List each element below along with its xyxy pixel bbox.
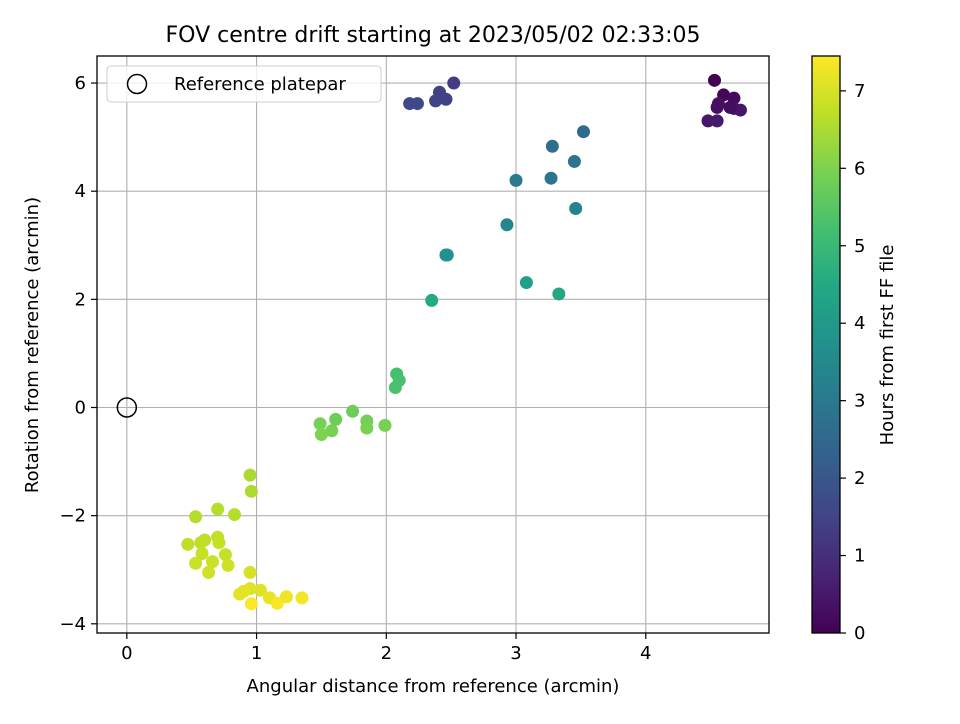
data-point bbox=[195, 547, 209, 561]
data-point bbox=[181, 537, 195, 551]
data-point bbox=[198, 533, 212, 547]
colorbar-tick-label: 7 bbox=[854, 81, 865, 102]
data-point bbox=[346, 404, 360, 418]
colorbar-tick-label: 2 bbox=[854, 468, 865, 489]
y-tick-label: 4 bbox=[75, 181, 86, 202]
data-point bbox=[233, 587, 247, 601]
y-tick-label: 6 bbox=[75, 73, 86, 94]
x-tick-label: 3 bbox=[510, 643, 521, 664]
data-point bbox=[708, 73, 722, 87]
data-point bbox=[313, 417, 327, 431]
reference-marker-layer bbox=[116, 397, 138, 418]
colorbar-tick-label: 6 bbox=[854, 158, 865, 179]
colorbar-tick-label: 3 bbox=[854, 391, 865, 412]
data-point bbox=[270, 596, 284, 610]
y-tick-label: 2 bbox=[75, 289, 86, 310]
data-point bbox=[329, 412, 343, 426]
data-point bbox=[710, 114, 724, 128]
y-axis-label: Rotation from reference (arcmin) bbox=[22, 197, 43, 493]
data-point bbox=[202, 565, 216, 579]
data-point bbox=[733, 103, 747, 117]
data-point bbox=[205, 555, 219, 569]
data-point bbox=[545, 139, 559, 153]
data-point bbox=[576, 125, 590, 139]
data-point bbox=[723, 100, 737, 114]
data-point bbox=[228, 508, 242, 522]
colorbar-tick-label: 0 bbox=[854, 623, 865, 644]
data-point bbox=[221, 558, 235, 572]
y-tick-label: 0 bbox=[75, 397, 86, 418]
legend-entry-label: Reference platepar bbox=[174, 74, 346, 95]
data-point bbox=[447, 76, 461, 90]
data-point bbox=[429, 94, 443, 108]
colorbar-frame bbox=[811, 55, 841, 634]
data-point bbox=[544, 171, 558, 185]
plot-frame bbox=[96, 55, 770, 634]
colorbar: 0 1 2 3 4 5 6 7 Hours from first FF file bbox=[811, 55, 898, 644]
data-point bbox=[388, 380, 402, 394]
legend-box bbox=[106, 65, 382, 103]
colorbar-tick-label: 1 bbox=[854, 546, 865, 567]
data-point bbox=[425, 293, 439, 307]
colorbar-gradient bbox=[812, 56, 840, 633]
data-point bbox=[189, 556, 203, 570]
data-point bbox=[378, 418, 392, 432]
data-point bbox=[567, 154, 581, 168]
data-point bbox=[211, 502, 225, 516]
colorbar-label: Hours from first FF file bbox=[877, 245, 898, 446]
data-point bbox=[212, 536, 226, 550]
data-point bbox=[552, 287, 566, 301]
x-axis-ticks: 0 1 2 3 4 bbox=[121, 633, 651, 664]
data-point bbox=[243, 565, 257, 579]
data-point bbox=[701, 114, 715, 128]
colorbar-tick-label: 4 bbox=[854, 313, 865, 334]
data-points bbox=[181, 73, 747, 611]
data-point bbox=[509, 173, 523, 187]
data-point bbox=[710, 100, 724, 114]
data-point bbox=[569, 201, 583, 215]
data-point bbox=[439, 92, 453, 106]
data-point bbox=[410, 97, 424, 111]
data-point bbox=[500, 218, 514, 232]
x-tick-label: 4 bbox=[640, 643, 651, 664]
colorbar-tick-label: 5 bbox=[854, 236, 865, 257]
x-axis-label: Angular distance from reference (arcmin) bbox=[247, 676, 620, 697]
y-tick-label: −4 bbox=[59, 614, 86, 635]
legend: Reference platepar bbox=[106, 65, 382, 103]
data-point bbox=[243, 468, 257, 482]
data-point bbox=[295, 591, 309, 605]
y-tick-label: −2 bbox=[59, 506, 86, 527]
data-point bbox=[325, 424, 339, 438]
x-tick-label: 0 bbox=[121, 643, 132, 664]
data-point bbox=[244, 597, 258, 611]
colorbar-ticks: 0 1 2 3 4 5 6 7 bbox=[840, 81, 865, 644]
reference-platepar-marker bbox=[116, 397, 138, 418]
data-point bbox=[218, 548, 232, 562]
x-tick-label: 2 bbox=[381, 643, 392, 664]
data-point bbox=[189, 510, 203, 524]
y-axis-ticks: −4 −2 0 2 4 6 bbox=[59, 73, 97, 635]
grid bbox=[97, 56, 769, 633]
data-point bbox=[360, 421, 374, 435]
data-point bbox=[279, 590, 293, 604]
data-point bbox=[253, 583, 267, 597]
data-point bbox=[244, 484, 258, 498]
data-point bbox=[519, 276, 533, 290]
data-point bbox=[440, 248, 454, 262]
legend-marker-icon bbox=[126, 73, 148, 95]
x-tick-label: 1 bbox=[251, 643, 262, 664]
data-point bbox=[314, 428, 328, 442]
chart-title: FOV centre drift starting at 2023/05/02 … bbox=[166, 23, 701, 48]
